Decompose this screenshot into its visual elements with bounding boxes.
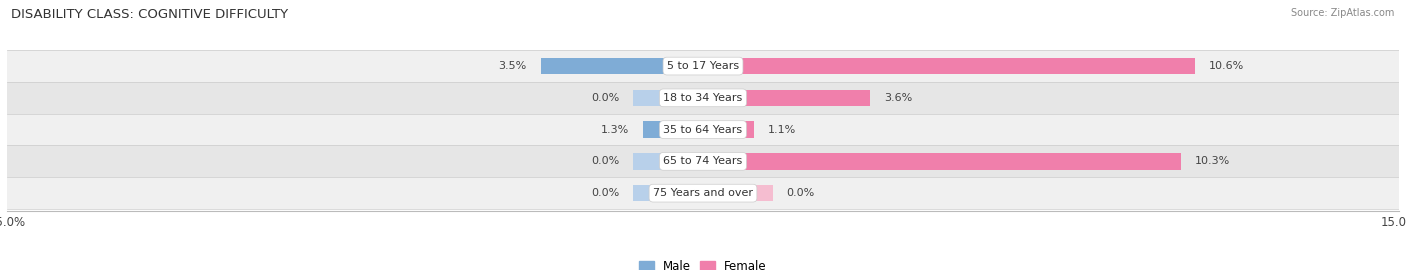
Text: 1.3%: 1.3%: [600, 124, 628, 135]
Bar: [703, 185, 773, 201]
Text: 10.6%: 10.6%: [1209, 61, 1244, 71]
Text: 75 Years and over: 75 Years and over: [652, 188, 754, 198]
Bar: [633, 90, 703, 106]
Bar: [703, 153, 1181, 170]
Text: 0.0%: 0.0%: [592, 156, 620, 166]
Text: 0.0%: 0.0%: [786, 188, 814, 198]
Text: 5 to 17 Years: 5 to 17 Years: [666, 61, 740, 71]
Text: DISABILITY CLASS: COGNITIVE DIFFICULTY: DISABILITY CLASS: COGNITIVE DIFFICULTY: [11, 8, 288, 21]
Text: 0.0%: 0.0%: [592, 93, 620, 103]
Bar: [7, 177, 1399, 209]
Bar: [7, 82, 1399, 114]
Bar: [643, 121, 703, 138]
Text: 65 to 74 Years: 65 to 74 Years: [664, 156, 742, 166]
Bar: [7, 50, 1399, 82]
Text: 3.6%: 3.6%: [884, 93, 912, 103]
Bar: [703, 121, 754, 138]
Text: 0.0%: 0.0%: [592, 188, 620, 198]
Bar: [633, 153, 703, 170]
Text: 1.1%: 1.1%: [768, 124, 796, 135]
Bar: [703, 90, 870, 106]
Bar: [633, 185, 703, 201]
Bar: [540, 58, 703, 74]
Bar: [7, 146, 1399, 177]
Legend: Male, Female: Male, Female: [634, 255, 772, 270]
Text: 35 to 64 Years: 35 to 64 Years: [664, 124, 742, 135]
Text: 18 to 34 Years: 18 to 34 Years: [664, 93, 742, 103]
Text: 3.5%: 3.5%: [499, 61, 527, 71]
Text: 10.3%: 10.3%: [1195, 156, 1230, 166]
Text: Source: ZipAtlas.com: Source: ZipAtlas.com: [1291, 8, 1395, 18]
Bar: [7, 114, 1399, 146]
Bar: [703, 58, 1195, 74]
